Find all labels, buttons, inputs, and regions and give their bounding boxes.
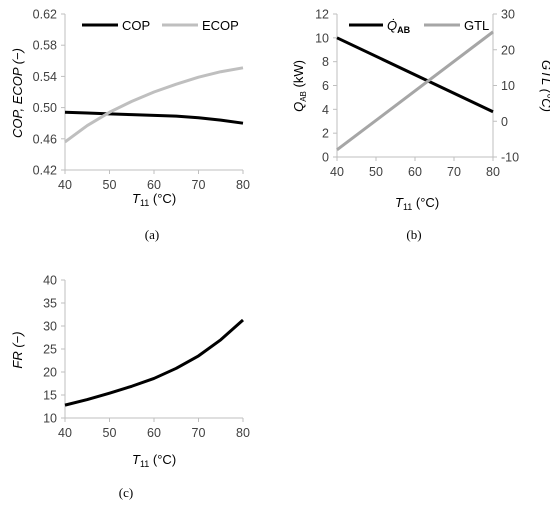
panel-b-label: (b) xyxy=(406,227,421,242)
panel-b-y2-tick-label: -10 xyxy=(501,151,519,165)
panel-a-label: (a) xyxy=(145,227,159,242)
panel-c-y-tick-label: 40 xyxy=(43,274,57,288)
panel-a-x-axis-title: T11 (°C) xyxy=(132,191,176,208)
panel-b-y-tick-label: 10 xyxy=(315,31,329,45)
panel-a: 40 50 60 70 80 0.42 0.46 0.50 0.54 0.58 0.62 COP E… xyxy=(10,8,250,243)
panel-b-y2-tick-label: 0 xyxy=(501,115,508,129)
panel-b-axes: 40 50 60 70 80 0 2 4 6 8 10 12 -10 0 10 20 30 xyxy=(315,8,519,180)
panel-b-x-tick-label: 80 xyxy=(486,165,500,179)
panel-c-axes: 40 50 60 70 80 10 15 20 25 30 35 40 xyxy=(43,274,250,441)
panel-a-series-cop xyxy=(64,110,244,125)
legend-cop-label: COP xyxy=(122,18,150,33)
panel-c-x-tick-label: 50 xyxy=(103,426,117,440)
panel-c-y-tick-label: 10 xyxy=(43,412,57,426)
panel-b-series-q-ab xyxy=(336,36,494,114)
panel-a-y-tick-label: 0.42 xyxy=(33,164,57,178)
panel-a-y-axis-title: COP, ECOP (−) xyxy=(10,48,25,138)
panel-b: 40 50 60 70 80 0 2 4 6 8 10 12 -10 0 10 20 30 Q̇AB GTL Q… xyxy=(291,8,550,243)
panel-a-x-tick-label: 80 xyxy=(236,178,250,192)
panel-c-y-tick-label: 25 xyxy=(43,343,57,357)
panel-c-x-tick-label: 40 xyxy=(58,426,72,440)
panel-b-y2-tick-label: 30 xyxy=(501,8,515,22)
panel-b-x-axis-title: T11 (°C) xyxy=(395,195,439,212)
panel-c-x-tick-label: 70 xyxy=(192,426,206,440)
panel-c: 40 50 60 70 80 10 15 20 25 30 35 40 FR (−) T11 (°C)… xyxy=(10,274,250,501)
panel-a-x-tick-label: 60 xyxy=(147,178,161,192)
panel-a-y-tick-label: 0.54 xyxy=(33,70,57,84)
panel-b-x-tick-label: 60 xyxy=(408,165,422,179)
panel-a-axes: 40 50 60 70 80 0.42 0.46 0.50 0.54 0.58 0.62 xyxy=(33,8,250,193)
panel-a-x-tick-label: 50 xyxy=(103,178,117,192)
panel-c-series-fr xyxy=(64,318,244,407)
panel-a-x-tick-label: 70 xyxy=(192,178,206,192)
panel-b-y-tick-label: 2 xyxy=(322,127,329,141)
panel-c-y-tick-label: 20 xyxy=(43,366,57,380)
panel-b-y-tick-label: 6 xyxy=(322,79,329,93)
panel-a-y-tick-label: 0.62 xyxy=(33,8,57,22)
panel-c-x-axis-title: T11 (°C) xyxy=(132,452,176,469)
legend-ecop-label: ECOP xyxy=(202,18,239,33)
panel-c-series xyxy=(64,318,244,407)
panel-b-y2-tick-label: 10 xyxy=(501,79,515,93)
panel-c-x-tick-label: 80 xyxy=(236,426,250,440)
panel-a-x-tick-label: 40 xyxy=(58,178,72,192)
panel-a-y-tick-label: 0.58 xyxy=(33,39,57,53)
panel-c-y-tick-label: 30 xyxy=(43,320,57,334)
panel-a-y-tick-label: 0.46 xyxy=(33,132,57,146)
panel-a-series xyxy=(64,66,244,144)
panel-b-y-tick-label: 12 xyxy=(315,8,329,22)
panel-b-x-tick-label: 70 xyxy=(447,165,461,179)
panel-c-label: (c) xyxy=(119,485,133,500)
legend-gtl-label: GTL xyxy=(464,18,489,33)
panel-c-y-tick-label: 15 xyxy=(43,389,57,403)
panel-b-y2-axis-title: GTL (°C) xyxy=(539,60,550,112)
panel-b-y-tick-label: 8 xyxy=(322,55,329,69)
panel-c-y-axis-title: FR (−) xyxy=(10,331,25,368)
panel-a-y-tick-label: 0.50 xyxy=(33,101,57,115)
panel-b-x-tick-label: 50 xyxy=(369,165,383,179)
panel-b-series-gtl xyxy=(336,30,494,152)
panel-b-x-tick-label: 40 xyxy=(330,165,344,179)
panel-b-legend: Q̇AB GTL xyxy=(349,18,489,35)
panel-b-y2-tick-label: 20 xyxy=(501,43,515,57)
legend-qab-label: Q̇AB xyxy=(387,18,411,35)
panel-c-x-tick-label: 60 xyxy=(147,426,161,440)
panel-c-y-tick-label: 35 xyxy=(43,297,57,311)
panel-b-series xyxy=(336,30,494,152)
panel-b-y-tick-label: 0 xyxy=(322,151,329,165)
panel-b-y-tick-label: 4 xyxy=(322,103,329,117)
panel-b-y-axis-title: QAB (kW) xyxy=(291,60,308,112)
panel-a-legend: COP ECOP xyxy=(82,18,239,33)
panel-a-series-ecop xyxy=(64,66,244,144)
